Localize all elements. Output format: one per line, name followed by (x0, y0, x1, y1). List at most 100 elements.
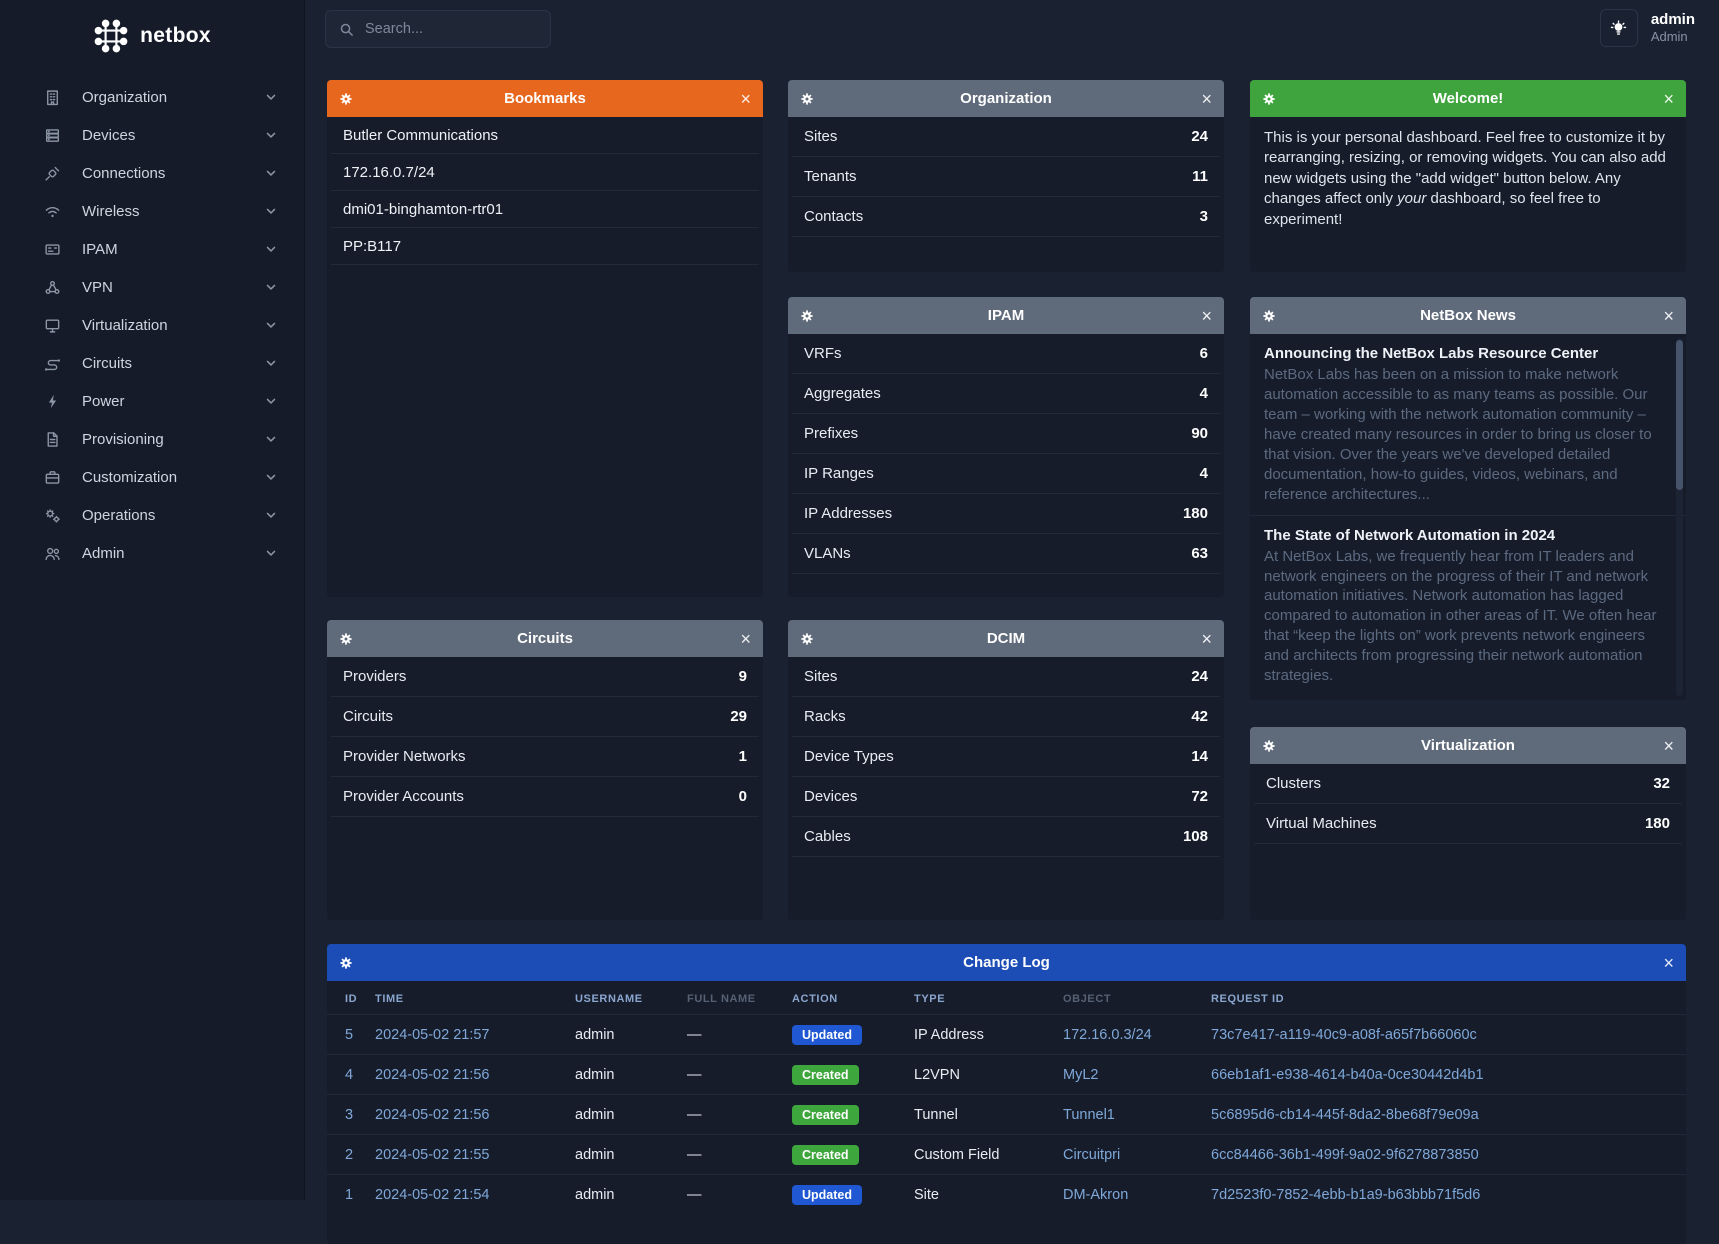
changelog-time-link[interactable]: 2024-05-02 21:55 (375, 1146, 490, 1163)
news-article: The State of Network Automation in 2024 A… (1250, 516, 1686, 697)
changelog-column-time[interactable]: Time (375, 993, 404, 1005)
close-icon[interactable]: × (1663, 88, 1674, 109)
stat-row-providers[interactable]: Providers 9 (331, 657, 759, 697)
bookmark-item[interactable]: Butler Communications (331, 117, 759, 154)
changelog-id-link[interactable]: 4 (345, 1066, 354, 1083)
stat-row-devices[interactable]: Devices 72 (792, 777, 1220, 817)
bookmark-item[interactable]: 172.16.0.7/24 (331, 154, 759, 191)
gear-icon[interactable] (800, 632, 815, 646)
stat-row-provider-networks[interactable]: Provider Networks 1 (331, 737, 759, 777)
changelog-column-request-id[interactable]: Request ID (1211, 993, 1285, 1005)
sidebar-item-operations[interactable]: Operations (0, 496, 304, 534)
cell-time: 2024-05-02 21:56 (367, 1094, 567, 1135)
news-article-title[interactable]: The State of Network Automation in 2024 (1264, 526, 1556, 544)
sidebar-item-ipam[interactable]: IPAM (0, 230, 304, 268)
news-scrollbar-thumb[interactable] (1676, 340, 1683, 490)
sidebar-item-circuits[interactable]: Circuits (0, 344, 304, 382)
changelog-object-link[interactable]: DM-Akron (1063, 1186, 1129, 1203)
stat-row-ip-ranges[interactable]: IP Ranges 4 (792, 454, 1220, 494)
stat-row-virtual-machines[interactable]: Virtual Machines 180 (1254, 804, 1682, 844)
stat-row-device-types[interactable]: Device Types 14 (792, 737, 1220, 777)
stat-row-prefixes[interactable]: Prefixes 90 (792, 414, 1220, 454)
search-box[interactable] (325, 10, 551, 48)
close-icon[interactable]: × (1663, 952, 1674, 973)
sidebar-item-admin[interactable]: Admin (0, 534, 304, 572)
stat-row-vlans[interactable]: VLANs 63 (792, 534, 1220, 574)
changelog-request-id-link[interactable]: 7d2523f0-7852-4ebb-b1a9-b63bbb71f5d6 (1211, 1186, 1481, 1203)
theme-toggle-button[interactable] (1599, 9, 1638, 47)
sidebar-item-virtualization[interactable]: Virtualization (0, 306, 304, 344)
news-article-title[interactable]: Announcing the NetBox Labs Resource Cent… (1264, 345, 1599, 362)
changelog-id-link[interactable]: 5 (345, 1026, 354, 1043)
stat-value: 11 (1192, 168, 1208, 185)
changelog-object-link[interactable]: Circuitpri (1063, 1146, 1121, 1163)
sidebar-item-connections[interactable]: Connections (0, 154, 304, 192)
stat-row-circuits[interactable]: Circuits 29 (331, 697, 759, 737)
stat-row-clusters[interactable]: Clusters 32 (1254, 764, 1682, 804)
changelog-request-id-link[interactable]: 5c6895d6-cb14-445f-8da2-8be68f79e09a (1211, 1106, 1479, 1123)
stat-row-contacts[interactable]: Contacts 3 (792, 197, 1220, 237)
close-icon[interactable]: × (1201, 305, 1212, 326)
sidebar-item-label: Operations (82, 506, 156, 524)
changelog-object-link[interactable]: Tunnel1 (1063, 1106, 1115, 1123)
gear-icon[interactable] (1262, 309, 1277, 323)
close-icon[interactable]: × (740, 628, 751, 649)
stat-label: Cables (804, 828, 851, 845)
stat-label: Sites (804, 668, 838, 685)
changelog-column-type[interactable]: Type (914, 993, 946, 1005)
sidebar-item-wireless[interactable]: Wireless (0, 192, 304, 230)
sidebar-item-devices[interactable]: Devices (0, 116, 304, 154)
gear-icon[interactable] (1262, 739, 1277, 753)
changelog-request-id-link[interactable]: 6cc84466-36b1-499f-9a02-9f6278873850 (1211, 1146, 1479, 1163)
bolt-icon (44, 393, 62, 410)
changelog-time-link[interactable]: 2024-05-02 21:54 (375, 1186, 490, 1203)
changelog-column-object: Object (1063, 993, 1112, 1005)
gear-icon[interactable] (339, 92, 354, 106)
sidebar-item-vpn[interactable]: VPN (0, 268, 304, 306)
changelog-column-username[interactable]: Username (575, 993, 643, 1005)
close-icon[interactable]: × (1201, 88, 1212, 109)
stat-row-vrfs[interactable]: VRFs 6 (792, 334, 1220, 374)
changelog-id-link[interactable]: 1 (345, 1186, 354, 1203)
sidebar-item-customization[interactable]: Customization (0, 458, 304, 496)
stat-row-racks[interactable]: Racks 42 (792, 697, 1220, 737)
netbox-logo[interactable]: netbox (0, 0, 304, 58)
changelog-id-link[interactable]: 2 (345, 1146, 354, 1163)
gear-icon[interactable] (800, 309, 815, 323)
changelog-column-id[interactable]: ID (345, 993, 358, 1005)
changelog-request-id-link[interactable]: 73c7e417-a119-40c9-a08f-a65f7b66060c (1211, 1026, 1477, 1043)
gear-icon[interactable] (339, 956, 354, 970)
changelog-request-id-link[interactable]: 66eb1af1-e938-4614-b40a-0ce30442d4b1 (1211, 1066, 1484, 1083)
changelog-object-link[interactable]: MyL2 (1063, 1066, 1099, 1083)
sidebar-item-provisioning[interactable]: Provisioning (0, 420, 304, 458)
stat-row-ip-addresses[interactable]: IP Addresses 180 (792, 494, 1220, 534)
gear-icon[interactable] (800, 92, 815, 106)
close-icon[interactable]: × (1663, 735, 1674, 756)
changelog-column-action[interactable]: Action (792, 993, 838, 1005)
close-icon[interactable]: × (1663, 305, 1674, 326)
user-menu[interactable]: admin Admin (1651, 11, 1695, 46)
changelog-time-link[interactable]: 2024-05-02 21:57 (375, 1026, 490, 1043)
search-input[interactable] (365, 21, 537, 37)
sidebar-item-power[interactable]: Power (0, 382, 304, 420)
close-icon[interactable]: × (1201, 628, 1212, 649)
stat-row-provider-accounts[interactable]: Provider Accounts 0 (331, 777, 759, 817)
gear-icon[interactable] (339, 632, 354, 646)
stat-row-tenants[interactable]: Tenants 11 (792, 157, 1220, 197)
close-icon[interactable]: × (740, 88, 751, 109)
stat-row-aggregates[interactable]: Aggregates 4 (792, 374, 1220, 414)
sidebar-item-organization[interactable]: Organization (0, 78, 304, 116)
bookmark-item[interactable]: dmi01-binghamton-rtr01 (331, 191, 759, 228)
bookmark-item[interactable]: PP:B117 (331, 228, 759, 265)
cell-full-name: — (679, 1094, 784, 1135)
cell-id: 3 (327, 1094, 367, 1135)
changelog-time-link[interactable]: 2024-05-02 21:56 (375, 1066, 490, 1083)
stat-row-sites[interactable]: Sites 24 (792, 657, 1220, 697)
stat-row-cables[interactable]: Cables 108 (792, 817, 1220, 857)
stat-row-sites[interactable]: Sites 24 (792, 117, 1220, 157)
changelog-id-link[interactable]: 3 (345, 1106, 354, 1123)
changelog-time-link[interactable]: 2024-05-02 21:56 (375, 1106, 490, 1123)
gear-icon[interactable] (1262, 92, 1277, 106)
news-header: NetBox News × (1250, 297, 1686, 334)
changelog-object-link[interactable]: 172.16.0.3/24 (1063, 1026, 1152, 1043)
